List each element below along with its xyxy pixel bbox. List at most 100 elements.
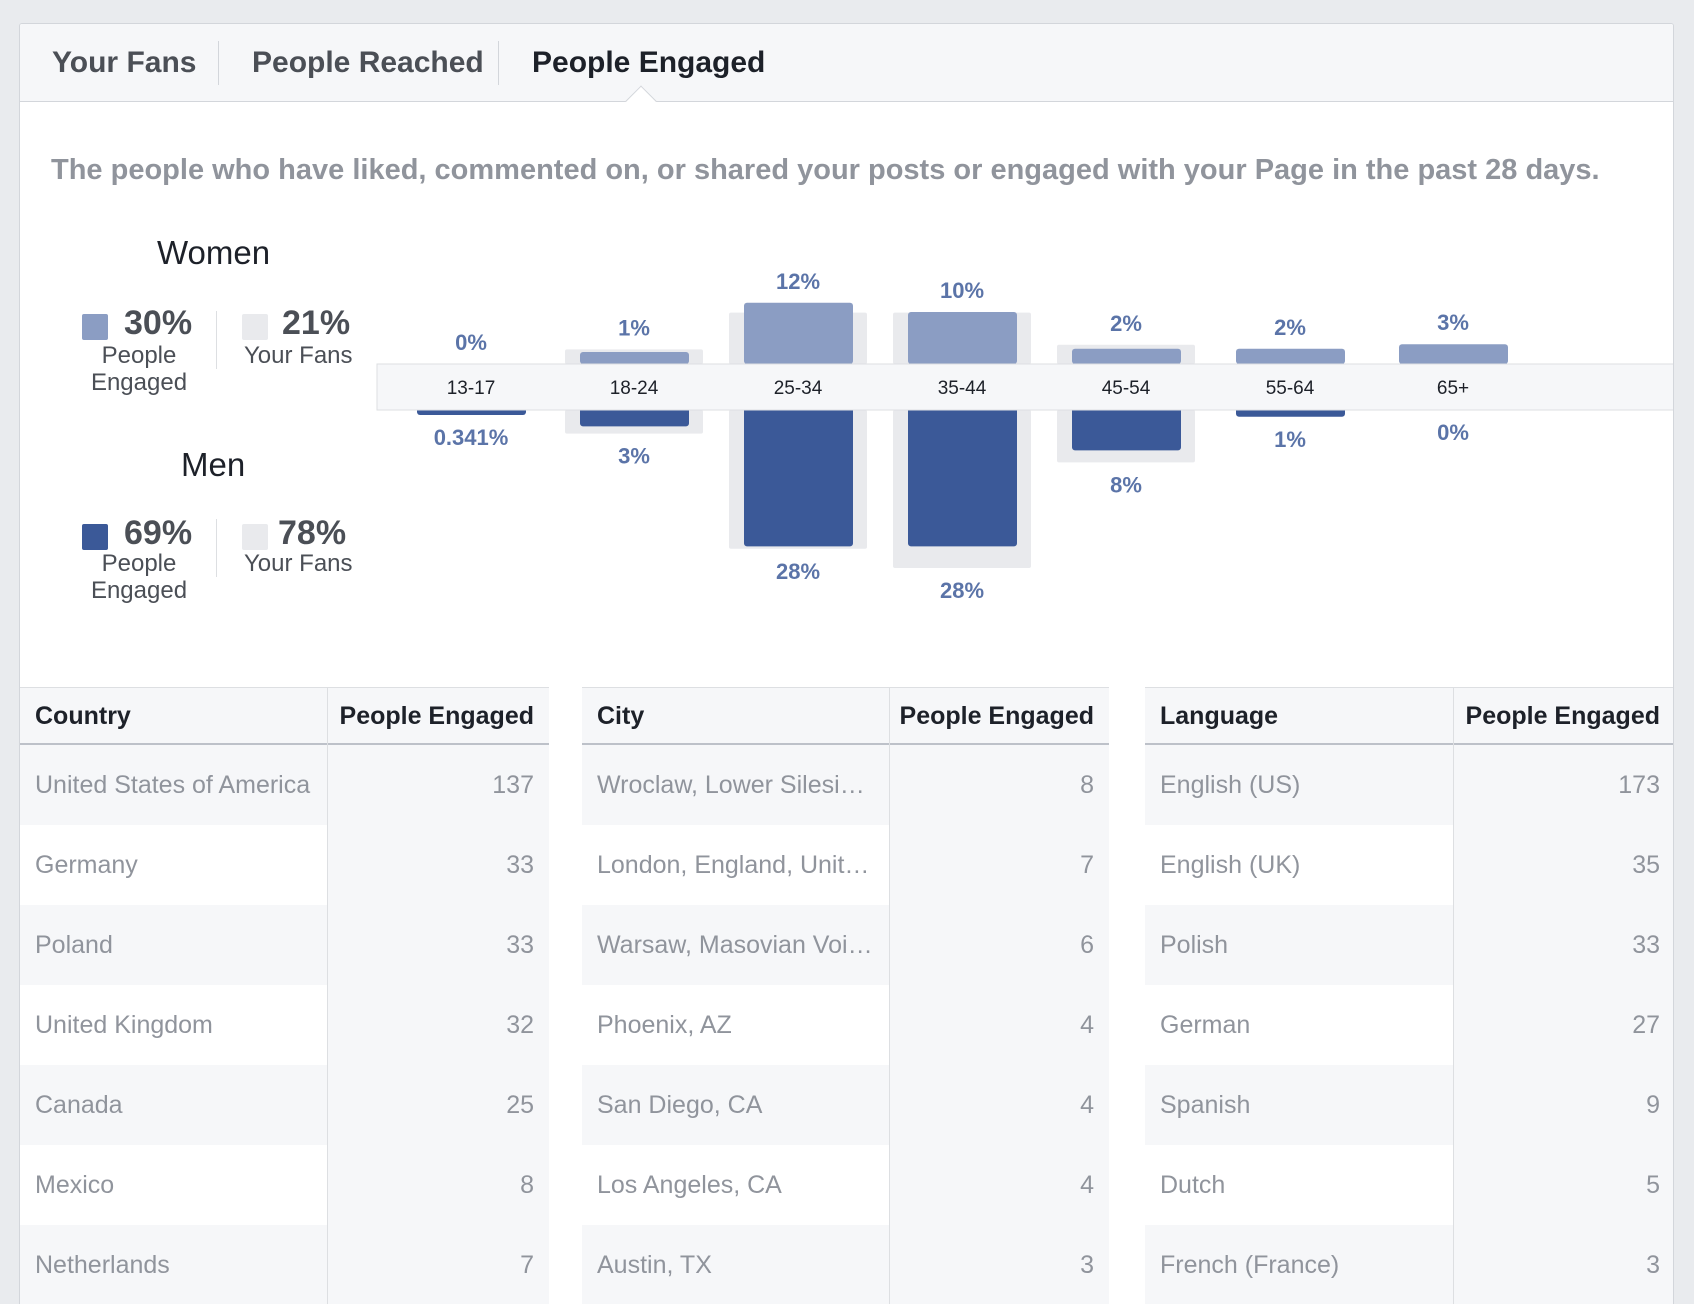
age-tick-label: 55-64 bbox=[1266, 378, 1315, 399]
people-engaged-cell: 6 bbox=[1080, 931, 1094, 959]
country-name-cell: Canada bbox=[35, 1091, 123, 1119]
value-cell-bg bbox=[327, 1145, 549, 1225]
men-engaged-value-label: 8% bbox=[1110, 472, 1142, 497]
table-row: French (France) 3 bbox=[1145, 1225, 1673, 1304]
value-cell-bg bbox=[327, 825, 549, 905]
women-engaged-bar bbox=[744, 302, 853, 364]
women-engaged-value-label: 1% bbox=[618, 315, 650, 340]
tab-your-fans[interactable]: Your Fans bbox=[52, 46, 197, 79]
tab-description: The people who have liked, commented on,… bbox=[51, 154, 1600, 186]
table-row: English (US) 173 bbox=[1145, 745, 1673, 825]
people-engaged-cell: 3 bbox=[1080, 1251, 1094, 1279]
table-row: Dutch 5 bbox=[1145, 1145, 1673, 1225]
men-engaged-value-label: 0% bbox=[1437, 420, 1469, 445]
language-name-cell: Spanish bbox=[1160, 1091, 1251, 1119]
table-row: Austin, TX 3 bbox=[582, 1225, 1109, 1304]
women-fans-label: Your Fans bbox=[244, 342, 353, 369]
table-row: English (UK) 35 bbox=[1145, 825, 1673, 905]
country-name-cell: Poland bbox=[35, 931, 113, 959]
people-engaged-cell: 25 bbox=[506, 1091, 534, 1119]
women-engaged-bar bbox=[908, 312, 1017, 364]
tab-divider bbox=[498, 41, 499, 85]
people-engaged-cell: 35 bbox=[1632, 851, 1660, 879]
tab-divider bbox=[218, 41, 219, 85]
women-engaged-bar bbox=[580, 352, 689, 364]
people-engaged-cell: 33 bbox=[1632, 931, 1660, 959]
men-fans-pct: 78% bbox=[278, 514, 347, 552]
men-engaged-bar bbox=[744, 406, 853, 547]
men-engaged-bar bbox=[1236, 406, 1345, 417]
women-engaged-label: People Engaged bbox=[90, 342, 188, 396]
women-fans-pct: 21% bbox=[282, 304, 351, 342]
people-engaged-column-header[interactable]: People Engaged bbox=[1465, 702, 1660, 730]
table-row: Wroclaw, Lower Silesian Voivodeship, Pol… bbox=[582, 745, 1109, 825]
city-name-cell: Wroclaw, Lower Silesian Voivodeship, Pol… bbox=[597, 771, 877, 799]
column-divider bbox=[889, 687, 890, 1304]
people-engaged-cell: 4 bbox=[1080, 1091, 1094, 1119]
value-cell-bg bbox=[1453, 985, 1673, 1065]
value-cell-bg bbox=[889, 825, 1109, 905]
city-name-cell: Phoenix, AZ bbox=[597, 1011, 732, 1039]
table-row: London, England, United Kingdom 7 bbox=[582, 825, 1109, 905]
language-name-cell: German bbox=[1160, 1011, 1251, 1039]
women-engaged-value-label: 12% bbox=[776, 269, 820, 294]
language-name-cell: English (UK) bbox=[1160, 851, 1301, 879]
women-fans-swatch bbox=[242, 314, 268, 340]
people-engaged-cell: 32 bbox=[506, 1011, 534, 1039]
city-column-header[interactable]: City bbox=[597, 702, 645, 730]
value-cell-bg bbox=[1453, 825, 1673, 905]
table-row: San Diego, CA 4 bbox=[582, 1065, 1109, 1145]
table-row: Los Angeles, CA 4 bbox=[582, 1145, 1109, 1225]
men-fans-bar bbox=[893, 410, 1031, 568]
country-name-cell: Germany bbox=[35, 851, 138, 879]
men-title: Men bbox=[181, 446, 246, 483]
people-engaged-cell: 8 bbox=[520, 1171, 534, 1199]
men-fans-bar bbox=[1057, 410, 1195, 463]
country-name-cell: United States of America bbox=[35, 771, 311, 799]
value-cell-bg bbox=[1453, 1145, 1673, 1225]
age-tick-label: 65+ bbox=[1437, 378, 1469, 399]
people-engaged-cell: 27 bbox=[1632, 1011, 1660, 1039]
age-tick-label: 18-24 bbox=[610, 378, 659, 399]
table-row: Germany 33 bbox=[20, 825, 549, 905]
people-engaged-cell: 4 bbox=[1080, 1171, 1094, 1199]
city-name-cell: Austin, TX bbox=[597, 1251, 712, 1279]
table-row: Canada 25 bbox=[20, 1065, 549, 1145]
value-cell-bg bbox=[889, 1145, 1109, 1225]
country-name-cell: Netherlands bbox=[35, 1251, 170, 1279]
language-name-cell: Polish bbox=[1160, 931, 1229, 959]
tab-bar: Your Fans People Reached People Engaged bbox=[20, 24, 1673, 117]
people-engaged-column-header[interactable]: People Engaged bbox=[339, 702, 534, 730]
men-engaged-value-label: 28% bbox=[776, 559, 820, 584]
tab-people-reached[interactable]: People Reached bbox=[252, 46, 484, 79]
women-fans-bar bbox=[565, 349, 703, 364]
people-engaged-cell: 137 bbox=[492, 771, 534, 799]
people-engaged-cell: 7 bbox=[1080, 851, 1094, 879]
table-header: City People Engaged bbox=[582, 687, 1109, 745]
value-cell-bg bbox=[889, 985, 1109, 1065]
country-column-header[interactable]: Country bbox=[35, 702, 131, 730]
men-fans-bar bbox=[729, 410, 867, 549]
insights-panel: Your Fans People Reached People Engaged … bbox=[19, 23, 1674, 1304]
women-engaged-pct: 30% bbox=[124, 304, 193, 342]
people-engaged-cell: 8 bbox=[1080, 771, 1094, 799]
women-fans-bar bbox=[729, 312, 867, 364]
people-engaged-cell: 33 bbox=[506, 851, 534, 879]
age-tick-label: 25-34 bbox=[774, 378, 823, 399]
people-engaged-cell: 9 bbox=[1646, 1091, 1660, 1119]
men-engaged-pct: 69% bbox=[124, 514, 193, 552]
age-tick-label: 35-44 bbox=[938, 378, 987, 399]
women-engaged-bar bbox=[1399, 344, 1508, 364]
people-engaged-cell: 173 bbox=[1618, 771, 1660, 799]
women-fans-bar bbox=[893, 312, 1031, 364]
men-engaged-bar bbox=[580, 406, 689, 427]
tab-people-engaged[interactable]: People Engaged bbox=[532, 46, 766, 79]
language-name-cell: French (France) bbox=[1160, 1251, 1340, 1279]
language-column-header[interactable]: Language bbox=[1160, 702, 1279, 730]
people-engaged-column-header[interactable]: People Engaged bbox=[899, 702, 1094, 730]
men-fans-bar bbox=[565, 410, 703, 434]
men-fans-swatch bbox=[242, 524, 268, 550]
table-row: Netherlands 7 bbox=[20, 1225, 549, 1304]
people-engaged-cell: 7 bbox=[520, 1251, 534, 1279]
city-name-cell: London, England, United Kingdom bbox=[597, 851, 877, 879]
